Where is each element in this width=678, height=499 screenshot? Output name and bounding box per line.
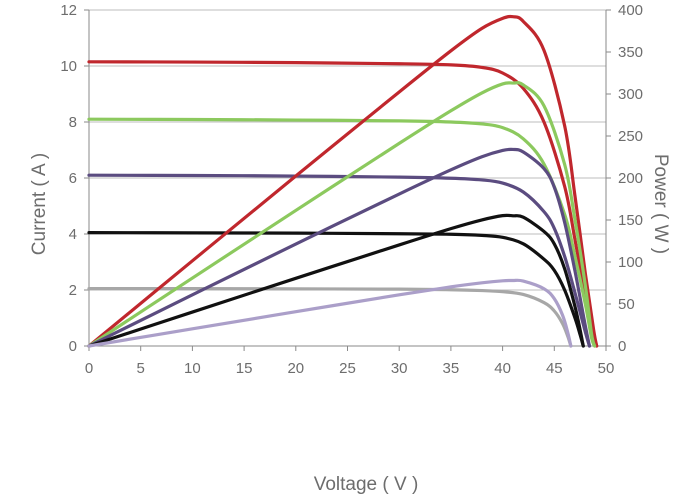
y-left-tick-label: 12 — [60, 2, 77, 19]
current-curve-2 — [87, 173, 592, 348]
x-axis-label: Voltage ( V ) — [314, 474, 419, 495]
x-tick-label: 5 — [137, 360, 145, 377]
y-left-tick-label: 8 — [69, 114, 77, 131]
x-tick-label: 20 — [287, 360, 304, 377]
y-left-tick-label: 2 — [69, 282, 77, 299]
current-curve-3 — [87, 231, 585, 348]
y-right-tick-label: 100 — [618, 254, 643, 271]
power-curve-9 — [87, 278, 573, 348]
y-axis-right-label: Power ( W ) — [650, 154, 671, 254]
power-curve-6 — [87, 81, 597, 348]
power-curve-5 — [87, 14, 599, 348]
x-tick-label: 50 — [598, 360, 615, 377]
series — [87, 14, 599, 348]
y-right-tick-label: 250 — [618, 128, 643, 145]
y-left-tick-label: 6 — [69, 170, 77, 187]
y-left-tick-label: 0 — [69, 338, 77, 355]
x-tick-label: 15 — [236, 360, 253, 377]
x-tick-label: 0 — [85, 360, 93, 377]
y-right-tick-label: 50 — [618, 296, 635, 313]
x-tick-label: 35 — [443, 360, 460, 377]
power-curve-7 — [87, 147, 592, 348]
x-tick-label: 45 — [546, 360, 563, 377]
x-tick-label: 30 — [391, 360, 408, 377]
y-right-tick-label: 150 — [618, 212, 643, 229]
y-right-tick-label: 0 — [618, 338, 626, 355]
power-curve-8 — [87, 213, 585, 348]
y-right-tick-label: 300 — [618, 86, 643, 103]
x-tick-label: 40 — [494, 360, 511, 377]
x-tick-label: 25 — [339, 360, 356, 377]
x-tick-label: 10 — [184, 360, 201, 377]
y-left-tick-label: 4 — [69, 226, 77, 243]
current-curve-0 — [87, 60, 599, 348]
current-curve-1 — [87, 117, 597, 348]
y-axis-left-label: Current ( A ) — [29, 153, 50, 255]
y-right-tick-label: 350 — [618, 44, 643, 61]
y-right-tick-label: 400 — [618, 2, 643, 19]
y-left-tick-label: 10 — [60, 58, 77, 75]
y-right-tick-label: 200 — [618, 170, 643, 187]
